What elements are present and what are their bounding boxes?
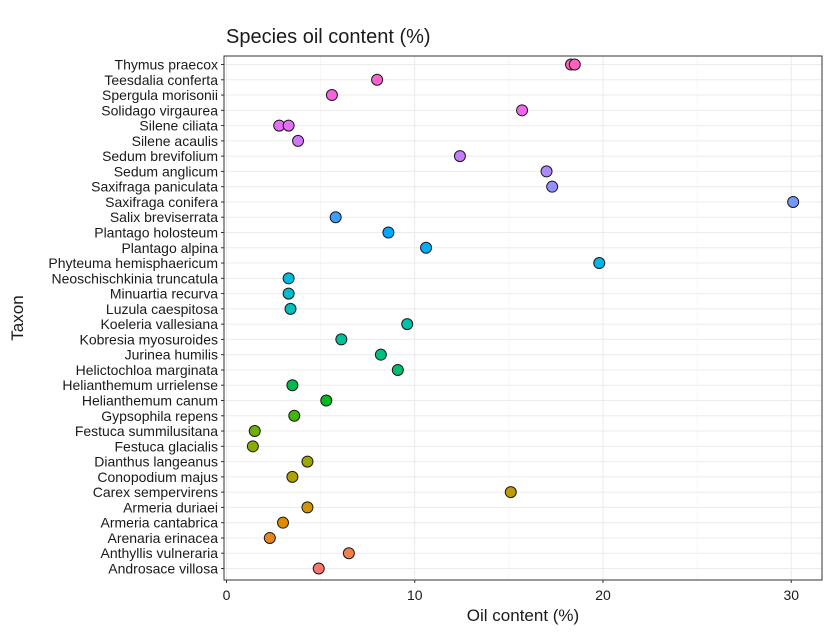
y-tick-label: Festuca summilusitana [75, 423, 218, 439]
y-tick-label: Kobresia myosuroides [79, 331, 218, 347]
y-tick-label: Arenaria erinacea [107, 530, 218, 546]
data-point [391, 363, 404, 376]
data-point [276, 516, 289, 529]
data-point [282, 287, 295, 300]
y-tick-label: Saxifraga conifera [105, 194, 218, 210]
data-point [374, 348, 387, 361]
y-tick-label: Dianthus langeanus [94, 454, 218, 470]
y-tick-label: Silene ciliata [139, 118, 218, 134]
data-point [516, 104, 529, 117]
y-tick-label: Saxifraga paniculata [91, 179, 218, 195]
y-tick-label: Luzula caespitosa [106, 301, 218, 317]
y-tick-label: Helianthemum urrielense [62, 377, 218, 393]
y-tick-label: Helictochloa marginata [76, 362, 219, 378]
y-tick-label: Festuca glacialis [115, 438, 219, 454]
data-point [593, 257, 606, 270]
x-tick-label: 10 [407, 587, 423, 603]
data-point [292, 134, 305, 147]
panel-background [224, 56, 822, 580]
data-point [342, 547, 355, 560]
y-tick-label: Salix breviserrata [110, 209, 218, 225]
y-tick-label: Koeleria vallesiana [100, 316, 218, 332]
y-tick-label: Teesdalia conferta [104, 72, 218, 88]
y-tick-label: Phyteuma hemisphaericum [48, 255, 218, 271]
data-point [286, 379, 299, 392]
x-axis-tick-labels: 0 10 20 30 [223, 580, 799, 603]
x-axis-title: Oil content (%) [467, 606, 579, 625]
y-tick-label: Androsace villosa [108, 561, 218, 577]
data-point [282, 272, 295, 285]
data-point [540, 165, 553, 178]
y-tick-label: Minuartia recurva [110, 286, 218, 302]
y-axis-title: Taxon [8, 295, 27, 340]
data-point [301, 501, 314, 514]
data-point [787, 195, 800, 208]
data-point [335, 333, 348, 346]
data-point [546, 180, 559, 193]
data-point [282, 119, 295, 132]
data-point [325, 89, 338, 102]
y-tick-label: Neoschischkinia truncatula [51, 270, 218, 286]
x-tick-label: 0 [223, 587, 231, 603]
y-tick-label: Plantago alpina [121, 240, 218, 256]
data-point [263, 531, 276, 544]
y-tick-label: Thymus praecox [115, 57, 218, 73]
y-tick-label: Sedum anglicum [114, 163, 218, 179]
data-point [371, 73, 384, 86]
y-tick-label: Armeria duriaei [123, 499, 218, 515]
data-point [286, 470, 299, 483]
data-point [453, 150, 466, 163]
data-point [284, 302, 297, 315]
y-tick-label: Silene acaulis [132, 133, 218, 149]
grid-lines [224, 56, 822, 580]
data-point [420, 241, 433, 254]
y-tick-label: Conopodium majus [97, 469, 218, 485]
data-point [312, 562, 325, 575]
chart-title: Species oil content (%) [226, 26, 431, 48]
data-point [382, 226, 395, 239]
y-tick-label: Sedum brevifolium [102, 148, 218, 164]
data-point [301, 455, 314, 468]
y-tick-label: Jurinea humilis [125, 347, 218, 363]
data-point [246, 440, 259, 453]
panel-border [223, 55, 823, 581]
x-tick-label: 20 [595, 587, 611, 603]
y-tick-label: Plantago holosteum [94, 225, 218, 241]
y-tick-label: Solidago virgaurea [101, 102, 218, 118]
y-tick-label: Carex sempervirens [93, 484, 218, 500]
y-tick-label: Spergula morisonii [102, 87, 218, 103]
data-point [248, 425, 261, 438]
y-tick-label: Helianthemum canum [82, 393, 218, 409]
data-point [320, 394, 333, 407]
data-point [568, 58, 581, 71]
data-point [504, 486, 517, 499]
data-point [288, 409, 301, 422]
data-point [401, 318, 414, 331]
data-point [329, 211, 342, 224]
y-tick-label: Anthyllis vulneraria [101, 545, 219, 561]
data-points [246, 58, 800, 575]
y-tick-label: Armeria cantabrica [101, 515, 219, 531]
x-tick-label: 30 [783, 587, 799, 603]
y-tick-label: Gypsophila repens [101, 408, 218, 424]
